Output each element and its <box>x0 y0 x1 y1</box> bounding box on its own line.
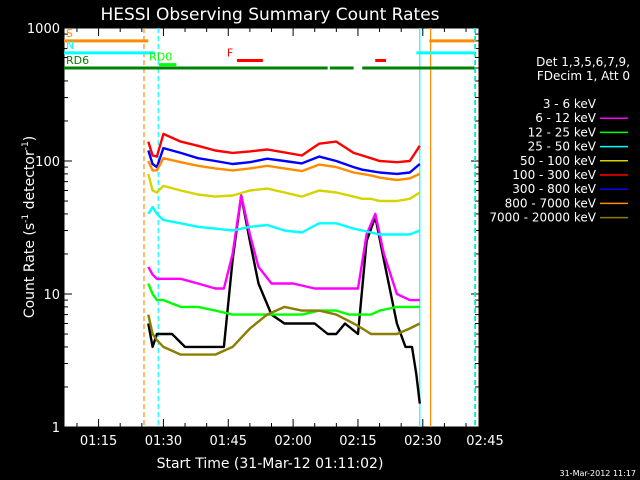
series-line <box>147 305 421 356</box>
series-lines <box>147 132 421 404</box>
footer-timestamp: 31-Mar-2012 11:17 <box>560 469 637 478</box>
legend-header-2: FDecim 1, Att 0 <box>537 69 630 83</box>
legend-label: 6 - 12 keV <box>535 111 597 125</box>
legend-label: 3 - 6 keV <box>543 97 597 111</box>
x-tick-label: 02:00 <box>274 434 311 449</box>
series-line <box>147 205 421 236</box>
flag-label-n: N <box>66 39 74 52</box>
y-axis-label: Count Rate (s-1 detector-1) <box>21 136 38 318</box>
x-tick-label: 02:45 <box>466 434 503 449</box>
x-tick-label: 02:15 <box>339 434 376 449</box>
series-line <box>147 194 420 302</box>
x-axis-label: Start Time (31-Mar-12 01:11:02) <box>157 456 384 472</box>
flag-label-f: F <box>227 46 233 59</box>
legend-label: 300 - 800 keV <box>512 182 596 196</box>
flag-label-rd0: RD0 <box>149 51 172 64</box>
flag-label-s: S <box>66 27 73 40</box>
y-tick-label: 1 <box>52 421 60 436</box>
mode-change-lines <box>143 28 477 427</box>
flag-label-rd6: RD6 <box>66 54 89 67</box>
legend-label: 800 - 7000 keV <box>505 196 597 210</box>
x-tick-label: 01:45 <box>210 434 247 449</box>
series-line <box>147 146 421 176</box>
series-line <box>147 156 421 182</box>
series-line <box>147 194 421 404</box>
legend-label: 100 - 300 keV <box>512 168 596 182</box>
legend-header-1: Det 1,3,5,6,7,9, <box>536 55 630 69</box>
series-line <box>147 132 421 164</box>
legend-label: 12 - 25 keV <box>528 125 597 139</box>
series-line <box>147 173 421 203</box>
series-line <box>147 283 420 316</box>
legend-label: 7000 - 20000 keV <box>489 211 596 225</box>
y-tick-label: 1000 <box>27 22 60 37</box>
legend-label: 25 - 50 keV <box>528 140 597 154</box>
y-tick-label: 100 <box>35 155 60 170</box>
legend-label: 50 - 100 keV <box>520 154 597 168</box>
y-tick-label: 10 <box>43 288 60 303</box>
x-tick-label: 01:15 <box>80 434 117 449</box>
x-tick-label: 01:30 <box>145 434 182 449</box>
flag-bars: SN F RD0 RD6 <box>64 27 475 70</box>
x-tick-label: 02:30 <box>404 434 441 449</box>
chart-title: HESSI Observing Summary Count Rates <box>100 5 439 25</box>
axis-ticks: 01:15 01:30 01:45 02:00 02:15 02:30 02:45 1 10 10… <box>27 22 504 449</box>
